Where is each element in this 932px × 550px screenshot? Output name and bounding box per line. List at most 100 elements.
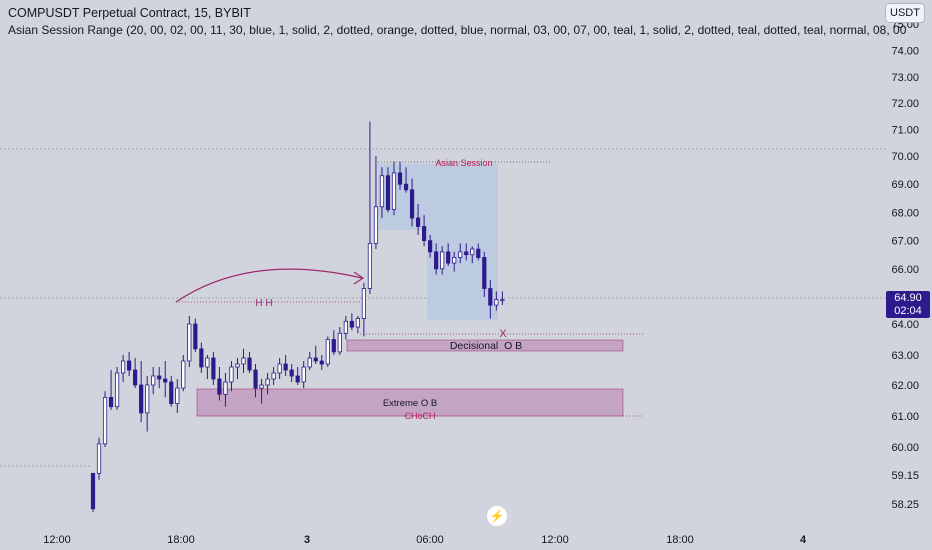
candle-body (397, 172, 403, 185)
x-tick-label: 3 (304, 534, 310, 546)
candle-body (500, 299, 505, 302)
y-tick-label: 69.00 (891, 179, 919, 191)
candle-body (313, 357, 318, 362)
candle-body (181, 360, 186, 389)
candle-body (187, 323, 192, 362)
y-tick-label: 58.25 (891, 499, 919, 511)
hh-arrow-head (353, 271, 365, 285)
candle-body (289, 369, 294, 377)
candle-body (391, 172, 397, 210)
candle-body (229, 366, 234, 383)
candle-body (277, 363, 282, 374)
currency-button[interactable]: USDT (885, 3, 925, 23)
y-tick-label: 68.00 (891, 207, 919, 219)
candle-body (482, 257, 487, 289)
candle-body (211, 357, 216, 380)
bar-countdown: 02:04 (894, 305, 922, 317)
indicator-legend[interactable]: Asian Session Range (20, 00, 02, 00, 11,… (8, 23, 907, 37)
candle-body (193, 323, 198, 350)
candle-body (247, 357, 252, 371)
x-marker: X (499, 328, 507, 340)
y-tick-label: 59.15 (891, 470, 919, 482)
candle-body (139, 384, 144, 414)
y-tick-label: 71.00 (891, 125, 919, 137)
candle-body (331, 339, 336, 353)
candle-body (145, 384, 150, 414)
x-tick-label: 12:00 (541, 534, 569, 546)
candle-body (265, 378, 270, 386)
y-tick-label: 72.00 (891, 98, 919, 110)
x-tick-label: 18:00 (167, 534, 195, 546)
candle-body (470, 248, 475, 256)
y-tick-label: 61.00 (891, 411, 919, 423)
candle-body (488, 288, 493, 306)
candle-body (367, 243, 373, 289)
candle-body (458, 251, 463, 258)
candle-body (169, 381, 174, 405)
candle-body (349, 320, 354, 328)
candle-body (217, 378, 222, 395)
y-tick-label: 73.00 (891, 72, 919, 84)
candle-body (90, 472, 96, 510)
y-axis[interactable]: 75.0074.0073.0072.0071.0070.0069.0068.00… (891, 19, 919, 511)
candle-body (464, 251, 469, 256)
hh-label: H H (255, 298, 272, 309)
candle-body (114, 372, 120, 408)
candle-body (385, 175, 391, 210)
candle-body (102, 396, 108, 445)
current-price: 64.90 (894, 292, 922, 304)
hh-arrow (175, 268, 363, 303)
candle-body (403, 183, 409, 191)
candle-body (307, 357, 312, 368)
extreme-ob-label: Extreme O B (383, 398, 437, 409)
decisional-ob-zone (346, 339, 624, 352)
y-tick-label: 64.00 (891, 319, 919, 331)
bolt-icon[interactable]: ⚡ (486, 505, 508, 527)
candle-body (235, 363, 240, 368)
x-axis[interactable]: 12:00 18:00 3 06:00 12:00 18:00 4 (43, 534, 807, 546)
y-tick-label: 74.00 (891, 45, 919, 57)
candle-body (379, 175, 385, 208)
x-tick-label: 12:00 (43, 534, 71, 546)
candle-body (175, 387, 180, 405)
candle-body (151, 375, 156, 386)
candle-body (271, 372, 276, 380)
candle-body (205, 357, 210, 368)
candle-body (440, 251, 445, 270)
decisional-ob-label: Decisional O B (450, 340, 522, 352)
y-tick-label: 67.00 (891, 236, 919, 248)
candles-group (90, 121, 505, 512)
candle-body (434, 251, 439, 270)
y-tick-label: 66.00 (891, 264, 919, 276)
candle-body (421, 226, 427, 241)
x-tick-label: 4 (800, 534, 807, 546)
candle-body (476, 248, 481, 258)
candle-body (446, 251, 451, 264)
candle-body (163, 378, 168, 383)
candle-body (373, 206, 379, 244)
candle-body (283, 363, 288, 371)
choch-label: CHoCH (404, 411, 435, 421)
candle-body (121, 360, 126, 374)
asian-session-label: Asian Session (435, 158, 492, 168)
y-tick-label: 62.00 (891, 380, 919, 392)
y-tick-label: 63.00 (891, 350, 919, 362)
candle-body (259, 384, 264, 389)
candle-body (361, 288, 367, 320)
x-tick-label: 18:00 (666, 534, 694, 546)
candle-body (253, 369, 258, 389)
candle-body (241, 357, 246, 365)
candle-body (157, 375, 162, 380)
candle-body (223, 381, 228, 395)
candle-body (133, 369, 138, 386)
candle-body (409, 189, 415, 219)
candle-body (325, 339, 330, 365)
x-tick-label: 06:00 (416, 534, 444, 546)
y-tick-label: 60.00 (891, 442, 919, 454)
candle-body (319, 360, 324, 365)
current-price-tag: 64.90 02:04 (886, 291, 930, 318)
candle-body (343, 320, 348, 334)
candle-body (301, 366, 306, 383)
asian-session-box-lower (427, 230, 498, 320)
